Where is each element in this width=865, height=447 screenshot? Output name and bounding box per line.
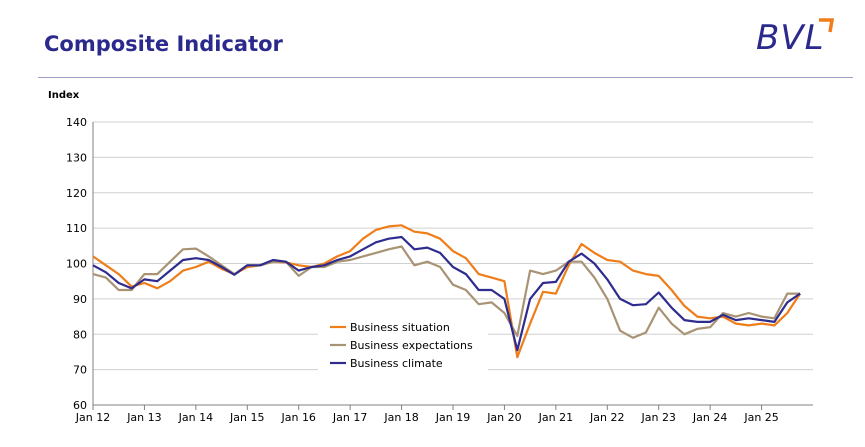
y-tick-label: 140 xyxy=(66,116,87,129)
x-tick-label: Jan 23 xyxy=(640,411,675,424)
x-tick-label: Jan 13 xyxy=(126,411,161,424)
x-tick-label: Jan 17 xyxy=(332,411,367,424)
legend-label-business-expectations: Business expectations xyxy=(350,339,473,352)
y-tick-label: 80 xyxy=(73,328,87,341)
x-tick-label: Jan 14 xyxy=(178,411,213,424)
x-tick-label: Jan 15 xyxy=(229,411,264,424)
x-tick-label: Jan 18 xyxy=(383,411,418,424)
x-tick-label: Jan 24 xyxy=(692,411,727,424)
y-tick-label: 90 xyxy=(73,293,87,306)
logo-corner-mark-icon xyxy=(819,18,834,33)
series-line-business-situation xyxy=(92,224,802,359)
y-tick-label: 110 xyxy=(66,222,87,235)
x-tick-label: Jan 21 xyxy=(538,411,573,424)
logo-text: BVL xyxy=(756,18,825,58)
y-tick-label: 130 xyxy=(66,151,87,164)
x-tick-label: Jan 16 xyxy=(280,411,315,424)
y-tick-label: 60 xyxy=(73,399,87,412)
page-title: Composite Indicator xyxy=(44,32,283,56)
y-tick-label: 100 xyxy=(66,258,87,271)
y-tick-label: 70 xyxy=(73,364,87,377)
x-tick-label: Jan 19 xyxy=(435,411,470,424)
series-line-business-expectations xyxy=(92,245,801,339)
x-tick-label: Jan 20 xyxy=(486,411,521,424)
header: Composite Indicator BVL xyxy=(0,0,865,78)
y-axis-label: Index xyxy=(48,90,80,101)
x-tick-label: Jan 25 xyxy=(743,411,778,424)
legend-label-business-situation: Business situation xyxy=(350,321,450,334)
bvl-logo: BVL xyxy=(756,14,838,60)
legend-box xyxy=(318,317,488,375)
composite-indicator-chart: Index 60 70 80 90 100 110 120 130 140 Jan 12 Jan 13… xyxy=(48,90,813,424)
legend-label-business-climate: Business climate xyxy=(350,357,443,370)
series-line-business-climate xyxy=(92,235,801,352)
y-tick-label: 120 xyxy=(66,187,87,200)
x-tick-label: Jan 22 xyxy=(589,411,624,424)
x-tick-label: Jan 12 xyxy=(75,411,110,424)
header-divider xyxy=(38,77,853,78)
